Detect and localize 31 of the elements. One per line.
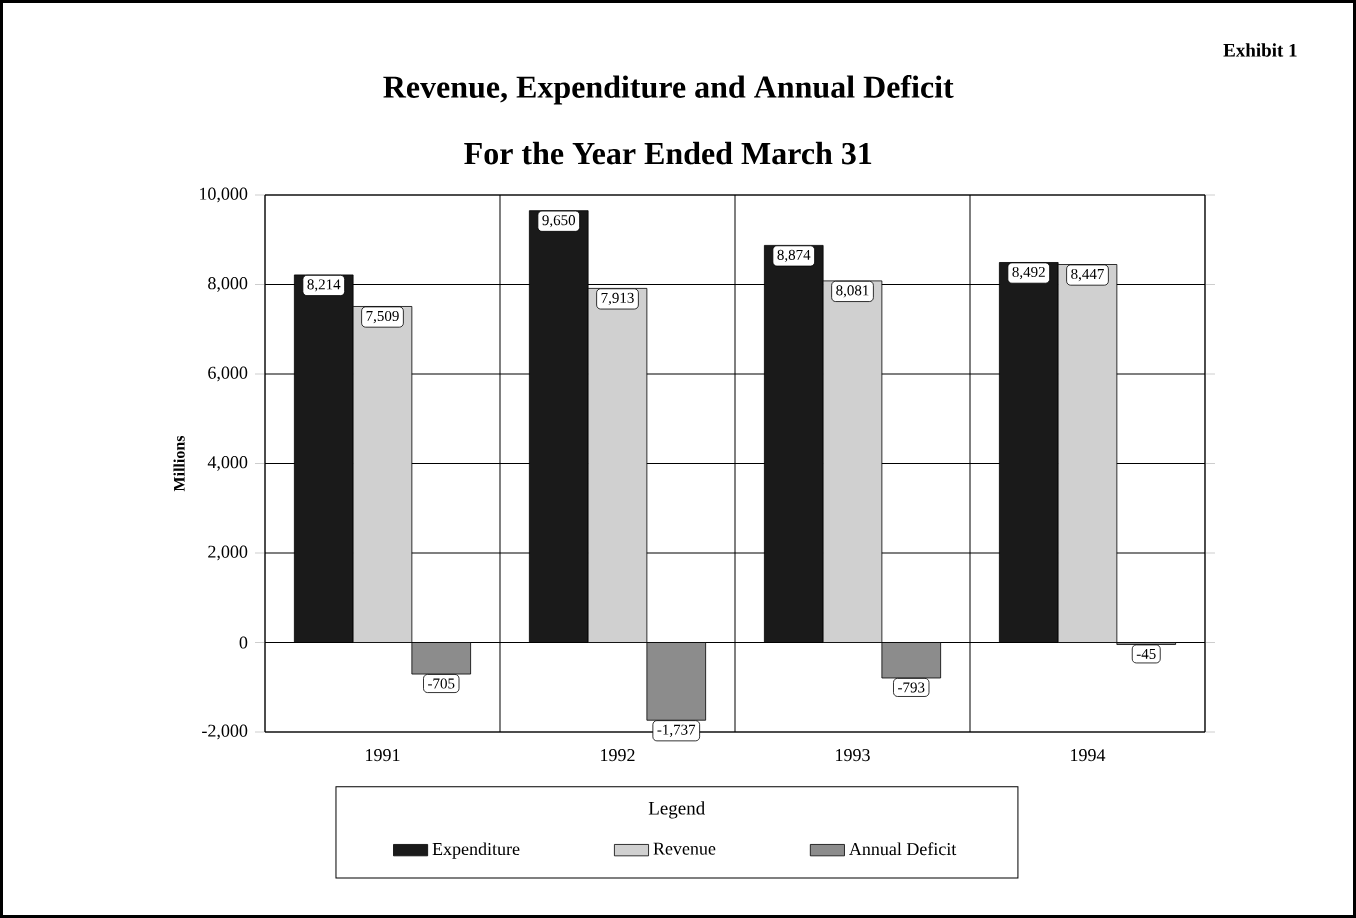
data-label: 8,874	[777, 249, 811, 263]
legend-label: Expenditure	[432, 842, 520, 859]
y-tick-label: 2,000	[208, 545, 248, 561]
y-axis-title: Millions	[173, 435, 185, 492]
y-tick-label: 8,000	[208, 277, 248, 292]
y-tick-label: -2,000	[202, 724, 248, 740]
x-tick-label: 1993	[836, 749, 870, 762]
data-label: 8,081	[836, 285, 869, 298]
data-label: 8,492	[1012, 266, 1045, 280]
data-label: 9,650	[542, 215, 576, 228]
legend-title: Legend	[648, 801, 705, 819]
y-tick-label: 6,000	[208, 366, 248, 382]
data-label: 8,447	[1071, 268, 1104, 282]
legend-label: Annual Deficit	[849, 842, 957, 856]
data-label: 7,913	[601, 292, 634, 306]
chart-title: Revenue, Expenditure and Annual Deficit	[383, 75, 954, 105]
text: Exhibit 1	[1223, 43, 1297, 57]
data-label: -45	[1136, 648, 1156, 659]
chart-subtitle: For the Year Ended March 31	[464, 141, 872, 165]
y-tick-label: 0	[239, 636, 248, 649]
data-label: -1,737	[657, 724, 696, 737]
y-tick-label: 4,000	[207, 456, 248, 471]
x-tick-label: 1991	[366, 749, 400, 762]
y-tick-label: 10,000	[200, 187, 248, 203]
data-label: 7,509	[366, 310, 399, 324]
data-label: 8,214	[307, 279, 341, 292]
data-label: -705	[428, 678, 455, 689]
data-label: -793	[898, 682, 925, 693]
legend-label: Revenue	[653, 842, 716, 855]
x-tick-label: 1994	[1071, 749, 1106, 762]
x-tick-label: 1992	[601, 749, 635, 762]
